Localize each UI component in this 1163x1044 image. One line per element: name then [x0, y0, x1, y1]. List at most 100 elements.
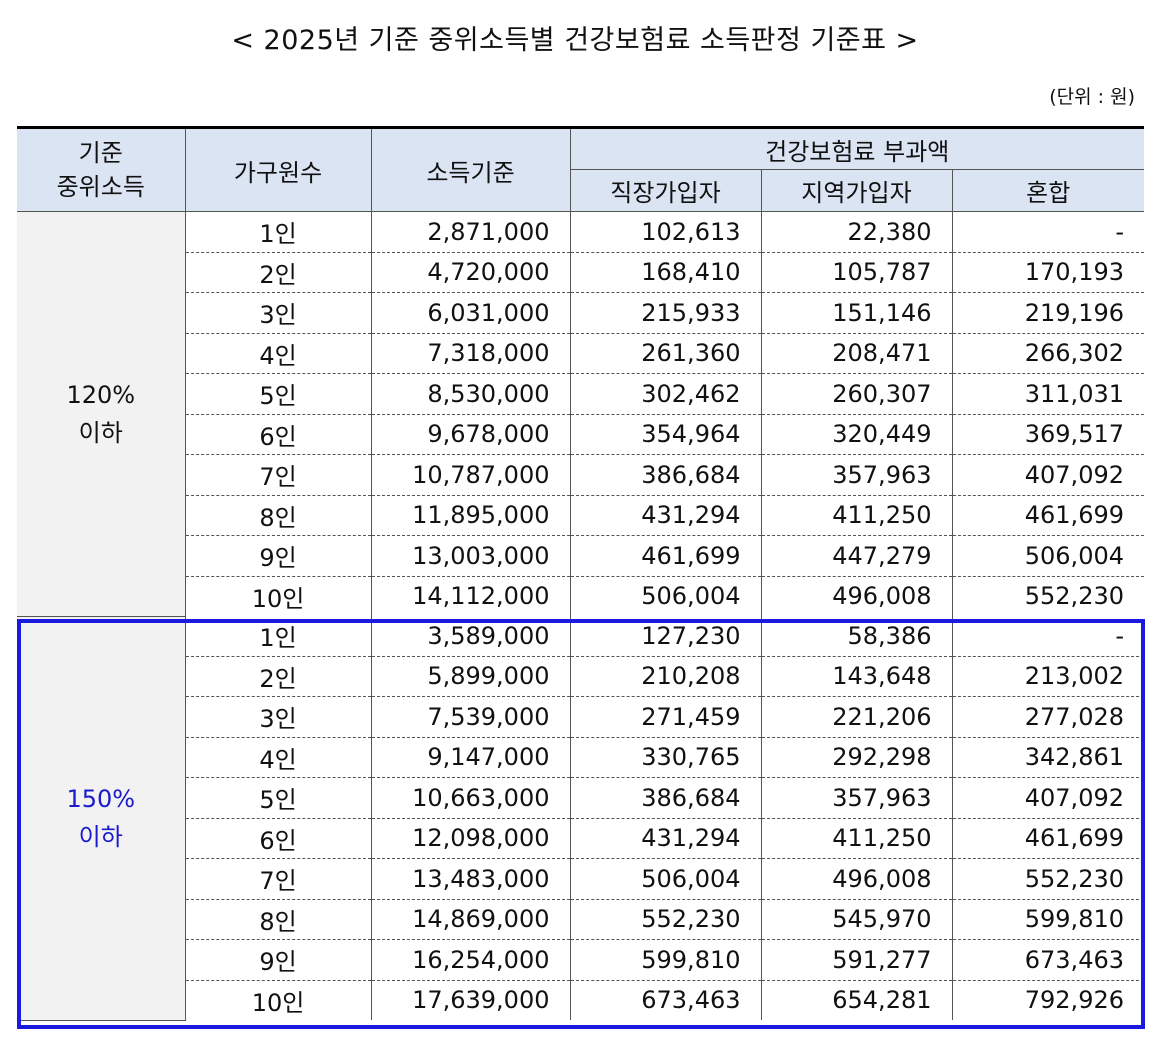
regional-premium-cell: 208,471 [760, 333, 952, 374]
employee-premium-cell: 386,684 [569, 777, 761, 819]
employee-premium-cell: 506,004 [569, 576, 761, 616]
mixed-premium-cell: 792,926 [951, 980, 1144, 1020]
employee-premium-cell: 261,360 [569, 333, 761, 374]
employee-premium-cell: 552,230 [569, 899, 761, 940]
mixed-premium-cell: 213,002 [951, 656, 1144, 697]
household-size-cell: 10인 [184, 576, 371, 616]
employee-premium-cell: 506,004 [569, 858, 761, 900]
mixed-premium-cell: 266,302 [951, 333, 1144, 374]
household-size-cell: 1인 [184, 616, 371, 657]
income-criterion-cell: 2,871,000 [370, 211, 570, 253]
table-row: 7인 13,483,000 506,004 496,008 552,230 [17, 858, 1144, 900]
employee-premium-cell: 271,459 [569, 696, 761, 738]
household-size-cell: 7인 [184, 858, 371, 900]
employee-premium-cell: 431,294 [569, 495, 761, 536]
table-row: 7인 10,787,000 386,684 357,963 407,092 [17, 454, 1144, 496]
mixed-premium-cell: - [951, 211, 1144, 253]
income-criterion-cell: 7,539,000 [370, 696, 570, 738]
table-row: 8인 11,895,000 431,294 411,250 461,699 [17, 495, 1144, 536]
household-size-cell: 8인 [184, 899, 371, 940]
employee-premium-cell: 168,410 [569, 252, 761, 293]
regional-premium-cell: 447,279 [760, 535, 952, 577]
employee-premium-cell: 431,294 [569, 818, 761, 859]
regional-premium-cell: 320,449 [760, 414, 952, 455]
regional-premium-cell: 221,206 [760, 696, 952, 738]
income-criterion-cell: 10,663,000 [370, 777, 570, 819]
household-size-cell: 8인 [184, 495, 371, 536]
table-row: 3인 6,031,000 215,933 151,146 219,196 [17, 292, 1144, 334]
regional-premium-cell: 22,380 [760, 211, 952, 253]
regional-premium-cell: 496,008 [760, 858, 952, 900]
income-criterion-cell: 17,639,000 [370, 980, 570, 1020]
mixed-premium-cell: 506,004 [951, 535, 1144, 577]
regional-premium-cell: 411,250 [760, 495, 952, 536]
table-row: 4인 9,147,000 330,765 292,298 342,861 [17, 737, 1144, 778]
income-criterion-cell: 5,899,000 [370, 656, 570, 697]
income-criterion-cell: 8,530,000 [370, 373, 570, 415]
mixed-premium-cell: 369,517 [951, 414, 1144, 455]
income-criterion-cell: 16,254,000 [370, 939, 570, 981]
income-criterion-cell: 9,147,000 [370, 737, 570, 778]
table-row: 5인 8,530,000 302,462 260,307 311,031 [17, 373, 1144, 415]
household-size-cell: 7인 [184, 454, 371, 496]
header-group: 기준 중위소득 [17, 126, 185, 212]
table-row: 150% 이하 1인 3,589,000 127,230 58,386- [17, 616, 1144, 1021]
income-criterion-cell: 13,003,000 [370, 535, 570, 577]
regional-premium-cell: 411,250 [760, 818, 952, 859]
regional-premium-cell: 143,648 [760, 656, 952, 697]
employee-premium-cell: 599,810 [569, 939, 761, 981]
income-criterion-cell: 10,787,000 [370, 454, 570, 496]
table-row: 120% 이하 1인 2,871,000 102,613 22,380- [17, 211, 1144, 617]
income-criterion-cell: 14,869,000 [370, 899, 570, 940]
group-label: 120% 이하 [17, 211, 185, 617]
regional-premium-cell: 591,277 [760, 939, 952, 981]
employee-premium-cell: 461,699 [569, 535, 761, 577]
table-row: 8인 14,869,000 552,230 545,970 599,810 [17, 899, 1144, 940]
regional-premium-cell: 545,970 [760, 899, 952, 940]
household-size-cell: 6인 [184, 818, 371, 859]
regional-premium-cell: 292,298 [760, 737, 952, 778]
employee-premium-cell: 215,933 [569, 292, 761, 334]
mixed-premium-cell: 407,092 [951, 454, 1144, 496]
income-criterion-cell: 4,720,000 [370, 252, 570, 293]
mixed-premium-cell: 461,699 [951, 495, 1144, 536]
unit-note: (단위 : 원) [1049, 86, 1135, 108]
header-regional: 지역가입자 [760, 169, 952, 212]
household-size-cell: 5인 [184, 373, 371, 415]
table-row: 6인 9,678,000 354,964 320,449 369,517 [17, 414, 1144, 455]
income-criterion-cell: 9,678,000 [370, 414, 570, 455]
income-criterion-cell: 3,589,000 [370, 616, 570, 657]
regional-premium-cell: 260,307 [760, 373, 952, 415]
mixed-premium-cell: 552,230 [951, 576, 1144, 616]
table-row: 2인 4,720,000 168,410 105,787 170,193 [17, 252, 1144, 293]
mixed-premium-cell: 342,861 [951, 737, 1144, 778]
household-size-cell: 2인 [184, 252, 371, 293]
income-criterion-cell: 7,318,000 [370, 333, 570, 374]
table-row: 3인 7,539,000 271,459 221,206 277,028 [17, 696, 1144, 738]
household-size-cell: 9인 [184, 535, 371, 577]
income-criterion-cell: 13,483,000 [370, 858, 570, 900]
regional-premium-cell: 654,281 [760, 980, 952, 1020]
header-employee: 직장가입자 [569, 169, 761, 212]
employee-premium-cell: 354,964 [569, 414, 761, 455]
page-title: < 2025년 기준 중위소득별 건강보험료 소득판정 기준표 > [231, 25, 919, 56]
group-120: 120% 이하 1인 2,871,000 102,613 22,380-2인 4,720,… [17, 211, 1144, 617]
regional-premium-cell: 357,963 [760, 777, 952, 819]
mixed-premium-cell: 407,092 [951, 777, 1144, 819]
table-row: 10인 17,639,000 673,463 654,281 792,926 [17, 980, 1144, 1020]
table-row: 9인 13,003,000 461,699 447,279 506,004 [17, 535, 1144, 577]
regional-premium-cell: 105,787 [760, 252, 952, 293]
employee-premium-cell: 330,765 [569, 737, 761, 778]
income-criterion-cell: 11,895,000 [370, 495, 570, 536]
household-size-cell: 4인 [184, 737, 371, 778]
household-size-cell: 1인 [184, 211, 371, 253]
group-150: 150% 이하 1인 3,589,000 127,230 58,386-2인 5,899,… [17, 616, 1144, 1021]
mixed-premium-cell: 461,699 [951, 818, 1144, 859]
mixed-premium-cell: 170,193 [951, 252, 1144, 293]
household-size-cell: 3인 [184, 292, 371, 334]
employee-premium-cell: 210,208 [569, 656, 761, 697]
header-household: 가구원수 [184, 126, 371, 212]
table-row: 6인 12,098,000 431,294 411,250 461,699 [17, 818, 1144, 859]
header-income: 소득기준 [370, 126, 570, 212]
regional-premium-cell: 496,008 [760, 576, 952, 616]
